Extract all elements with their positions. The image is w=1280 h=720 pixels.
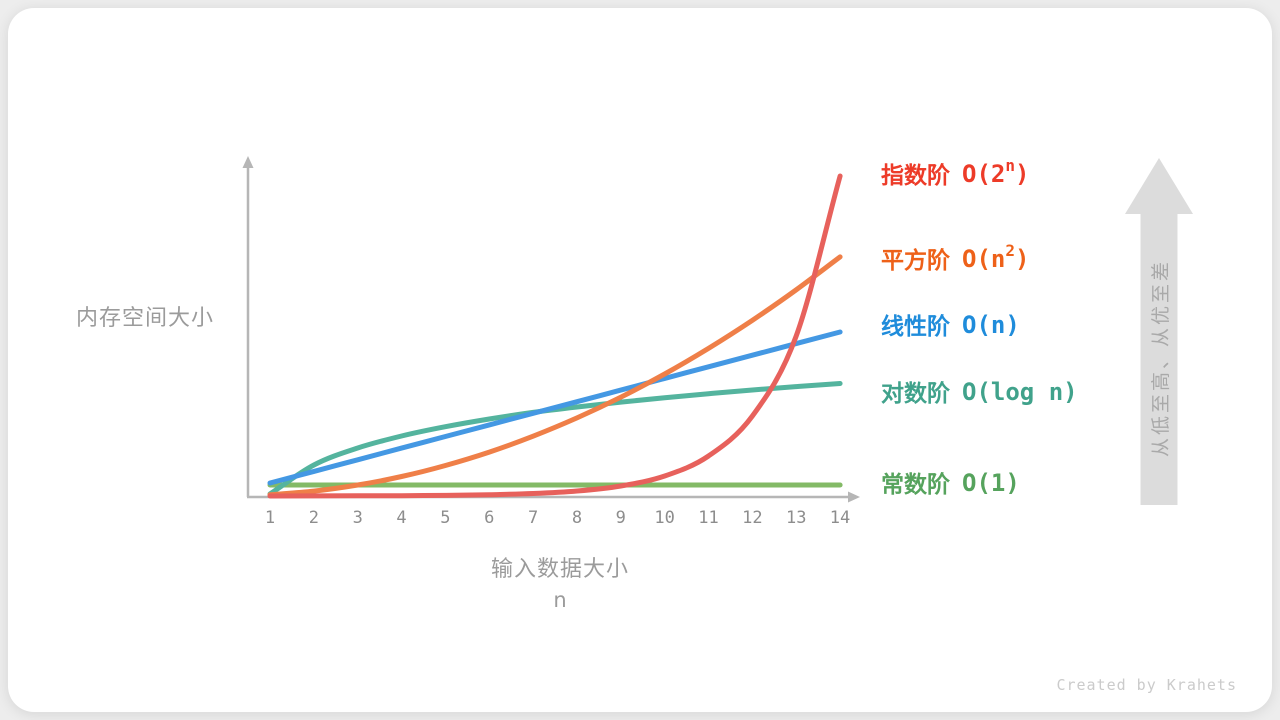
legend-formula: O(2n) bbox=[962, 156, 1030, 188]
x-axis-title: 输入数据大小 bbox=[490, 557, 629, 582]
credit-text: Created by Krahets bbox=[1056, 676, 1237, 694]
x-tick-label: 11 bbox=[698, 508, 718, 528]
x-tick-label: 4 bbox=[396, 508, 406, 528]
x-tick-label: 10 bbox=[654, 508, 674, 528]
legend-label: 平方阶 bbox=[881, 248, 950, 274]
curves-group bbox=[267, 173, 843, 499]
curve-exponential bbox=[267, 173, 843, 499]
x-tick-label: 9 bbox=[616, 508, 626, 528]
legend-formula: O(n2) bbox=[962, 241, 1030, 273]
curve-linear bbox=[267, 329, 843, 486]
legend-label: 线性阶 bbox=[881, 314, 950, 340]
legend-formula: O(log n) bbox=[962, 378, 1078, 406]
x-tick-label: 7 bbox=[528, 508, 538, 528]
legend-item-exponential: 指数阶 O(2n) bbox=[881, 156, 1029, 190]
legend-label: 常数阶 bbox=[881, 472, 950, 498]
legend-item-logarithmic: 对数阶 O(log n) bbox=[881, 374, 1078, 408]
legend-item-linear: 线性阶 O(n) bbox=[881, 307, 1020, 341]
x-tick-label: 1 bbox=[265, 508, 275, 528]
legend-formula: O(1) bbox=[962, 469, 1020, 497]
legend-label: 对数阶 bbox=[881, 381, 950, 407]
x-tick-label: 14 bbox=[830, 508, 850, 528]
ranking-arrow-shape bbox=[1125, 158, 1193, 505]
x-tick-labels: 1 2 3 4 5 6 7 8 9 10 11 12 13 14 bbox=[265, 508, 850, 528]
x-axis-arrowhead bbox=[848, 491, 860, 503]
legend-label: 指数阶 bbox=[881, 163, 950, 189]
canvas-card bbox=[8, 8, 1272, 712]
curve-quadratic bbox=[267, 254, 843, 498]
x-tick-label: 5 bbox=[440, 508, 450, 528]
legend-item-quadratic: 平方阶 O(n2) bbox=[881, 241, 1029, 275]
axes bbox=[242, 156, 860, 503]
y-axis-title: 内存空间大小 bbox=[75, 306, 214, 331]
curve-logarithmic bbox=[267, 381, 843, 497]
legend-formula: O(n) bbox=[962, 311, 1020, 339]
x-tick-label: 8 bbox=[572, 508, 582, 528]
ranking-arrow-text: 从低至高、从优至差 bbox=[1150, 259, 1172, 458]
x-tick-label: 3 bbox=[353, 508, 363, 528]
y-axis-arrowhead bbox=[242, 156, 254, 168]
x-tick-label: 2 bbox=[309, 508, 319, 528]
x-tick-label: 6 bbox=[484, 508, 494, 528]
x-tick-label: 12 bbox=[742, 508, 762, 528]
x-axis-subtitle: n bbox=[553, 588, 567, 612]
legend-item-constant: 常数阶 O(1) bbox=[881, 465, 1020, 499]
x-tick-label: 13 bbox=[786, 508, 806, 528]
